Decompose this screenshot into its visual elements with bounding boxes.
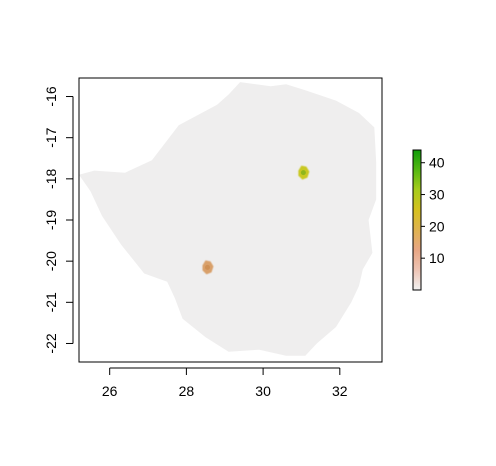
x-tick-label: 30 xyxy=(255,383,271,399)
x-tick-label: 28 xyxy=(179,383,195,399)
y-axis: -16 -17 -18 -19 -20 -21 -22 xyxy=(43,86,74,354)
legend-tick-label: 20 xyxy=(429,218,445,234)
y-tick-label: -17 xyxy=(43,127,59,147)
country-raster xyxy=(79,82,377,356)
y-tick-label: -19 xyxy=(43,210,59,230)
hotspot-2 xyxy=(202,260,214,275)
y-tick-label: -21 xyxy=(43,292,59,312)
y-tick-label: -18 xyxy=(43,169,59,189)
hotspot-core xyxy=(300,170,306,176)
hotspot-layer xyxy=(202,165,310,275)
plot-frame xyxy=(78,77,383,363)
hotspot-1 xyxy=(298,165,310,180)
color-legend: 10 20 30 40 xyxy=(412,149,445,291)
y-tick-label: -22 xyxy=(43,333,59,353)
legend-color-bar xyxy=(412,149,422,291)
y-tick-label: -16 xyxy=(43,86,59,106)
hotspot-core xyxy=(204,264,210,270)
legend-tick-label: 10 xyxy=(429,250,445,266)
x-axis: 26 28 30 32 xyxy=(102,367,348,399)
plot-area xyxy=(78,77,383,363)
legend-ticks: 10 20 30 40 xyxy=(421,155,445,266)
x-tick-label: 32 xyxy=(332,383,348,399)
legend-tick-label: 40 xyxy=(429,155,445,171)
legend-tick-label: 30 xyxy=(429,187,445,203)
x-tick-label: 26 xyxy=(102,383,118,399)
y-tick-label: -20 xyxy=(43,251,59,271)
